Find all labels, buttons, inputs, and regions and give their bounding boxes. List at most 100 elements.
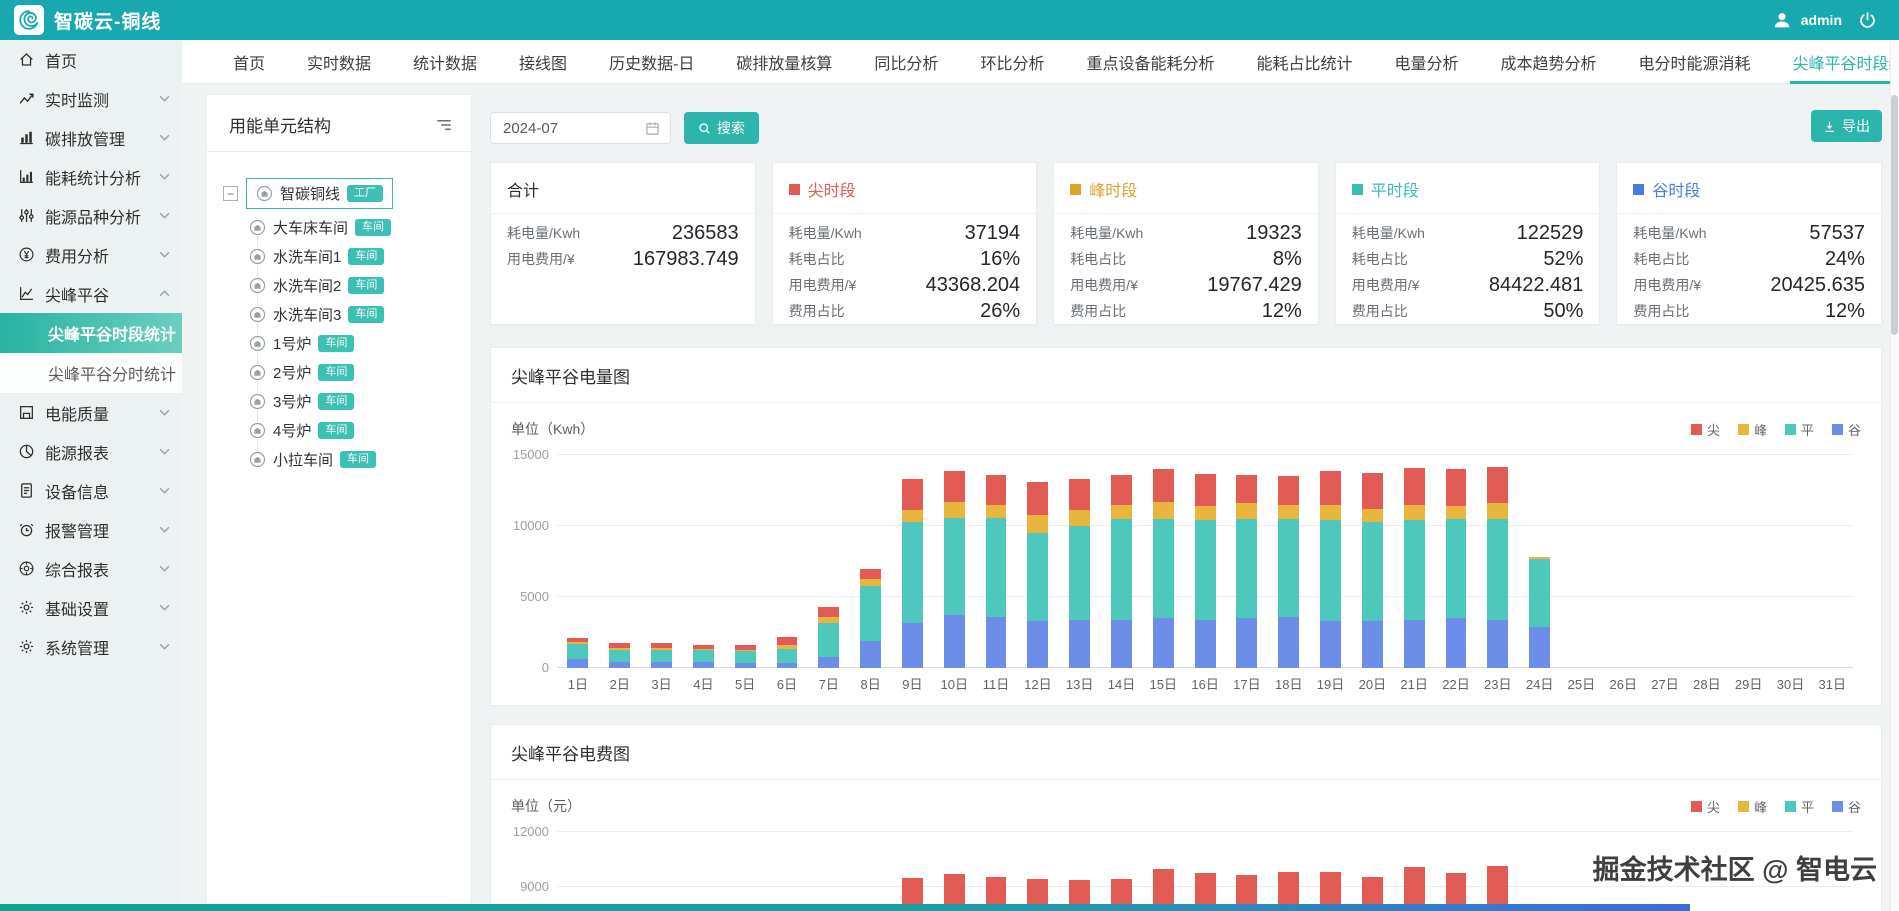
bar-day-27[interactable] [1644, 455, 1686, 668]
tab-1[interactable]: 首页 [233, 55, 266, 73]
bar-day-12[interactable] [1017, 455, 1059, 668]
sidebar-item-14[interactable]: 系统管理 [0, 627, 182, 666]
bar-day-5[interactable] [724, 455, 766, 668]
bar-day-4[interactable] [682, 455, 724, 668]
bar-day-31[interactable] [1811, 455, 1853, 668]
sidebar-item-12[interactable]: 综合报表 [0, 549, 182, 588]
user-menu[interactable]: admin [1771, 9, 1842, 31]
sidebar-item-7[interactable]: 尖峰平谷 [0, 274, 182, 313]
bar-day-19[interactable] [1310, 455, 1352, 668]
bar-day-2[interactable] [599, 832, 641, 911]
bar-day-19[interactable] [1310, 832, 1352, 911]
vertical-scrollbar[interactable] [1890, 40, 1899, 911]
tree-node[interactable]: 小拉车间 车间 [249, 445, 461, 474]
tree-node[interactable]: 水洗车间2 车间 [249, 271, 461, 300]
bar-day-10[interactable] [933, 455, 975, 668]
bar-day-29[interactable] [1728, 455, 1770, 668]
bar-day-11[interactable] [975, 832, 1017, 911]
tab-3[interactable]: 统计数据 [413, 55, 478, 73]
tab-10[interactable]: 能耗占比统计 [1256, 55, 1353, 73]
bar-day-9[interactable] [892, 832, 934, 911]
export-button[interactable]: 导出 [1811, 110, 1882, 142]
bar-day-25[interactable] [1561, 455, 1603, 668]
bar-day-14[interactable] [1101, 455, 1143, 668]
tab-6[interactable]: 碳排放量核算 [736, 55, 833, 73]
legend-item-峰[interactable]: 峰 [1737, 797, 1767, 816]
sidebar-item-3[interactable]: 碳排放管理 [0, 118, 182, 157]
tab-4[interactable]: 接线图 [519, 55, 568, 73]
tab-2[interactable]: 实时数据 [307, 55, 372, 73]
sidebar-item-9[interactable]: 能源报表 [0, 432, 182, 471]
tab-14[interactable]: 尖峰平谷时段统计 [1772, 40, 1899, 84]
tree-expander[interactable]: − [223, 186, 238, 201]
bar-day-4[interactable] [682, 832, 724, 911]
sidebar-item-8[interactable]: 电能质量 [0, 393, 182, 432]
bar-day-7[interactable] [808, 832, 850, 911]
sidebar-item-11[interactable]: 报警管理 [0, 510, 182, 549]
vertical-scrollbar-thumb[interactable] [1891, 95, 1898, 335]
sidebar-item-1[interactable]: 首页 [0, 40, 182, 79]
bar-day-1[interactable] [557, 832, 599, 911]
legend-item-谷[interactable]: 谷 [1831, 797, 1861, 816]
bar-day-2[interactable] [599, 455, 641, 668]
horizontal-scrollbar-thumb[interactable] [0, 904, 1690, 911]
bar-day-6[interactable] [766, 455, 808, 668]
tree-node[interactable]: 水洗车间3 车间 [249, 300, 461, 329]
legend-item-平[interactable]: 平 [1784, 420, 1814, 439]
bar-day-16[interactable] [1184, 832, 1226, 911]
search-button[interactable]: 搜索 [684, 112, 759, 144]
bar-day-20[interactable] [1351, 832, 1393, 911]
tree-node[interactable]: 4号炉 车间 [249, 416, 461, 445]
bar-day-22[interactable] [1435, 455, 1477, 668]
month-picker-input[interactable]: 2024-07 [490, 112, 671, 144]
tab-7[interactable]: 同比分析 [874, 55, 939, 73]
tab-8[interactable]: 环比分析 [980, 55, 1045, 73]
sidebar-item-6[interactable]: 费用分析 [0, 235, 182, 274]
bar-day-28[interactable] [1686, 455, 1728, 668]
sidebar-item-10[interactable]: 设备信息 [0, 471, 182, 510]
bar-day-24[interactable] [1519, 455, 1561, 668]
tree-root-node[interactable]: 智碳铜线 工厂 [246, 178, 394, 209]
sidebar-item-5[interactable]: 能源品种分析 [0, 196, 182, 235]
tree-node[interactable]: 水洗车间1 车间 [249, 242, 461, 271]
bar-day-10[interactable] [933, 832, 975, 911]
bar-day-11[interactable] [975, 455, 1017, 668]
bar-day-18[interactable] [1268, 832, 1310, 911]
bar-day-3[interactable] [641, 455, 683, 668]
logout-button[interactable] [1858, 11, 1877, 30]
tab-5[interactable]: 历史数据-日 [609, 55, 695, 73]
bar-day-23[interactable] [1477, 832, 1519, 911]
tree-node[interactable]: 2号炉 车间 [249, 358, 461, 387]
sidebar-item-2[interactable]: 实时监测 [0, 79, 182, 118]
bar-day-21[interactable] [1393, 455, 1435, 668]
sidebar-subitem[interactable]: 尖峰平谷时段统计 [0, 313, 182, 353]
bar-day-9[interactable] [892, 455, 934, 668]
sidebar-item-13[interactable]: 基础设置 [0, 588, 182, 627]
bar-day-3[interactable] [641, 832, 683, 911]
bar-day-21[interactable] [1393, 832, 1435, 911]
bar-day-13[interactable] [1059, 832, 1101, 911]
bar-day-7[interactable] [808, 455, 850, 668]
bar-day-14[interactable] [1101, 832, 1143, 911]
tab-11[interactable]: 电量分析 [1394, 55, 1459, 73]
bar-day-20[interactable] [1351, 455, 1393, 668]
bar-day-22[interactable] [1435, 832, 1477, 911]
legend-item-平[interactable]: 平 [1784, 797, 1814, 816]
tree-node[interactable]: 大车床车间 车间 [249, 213, 461, 242]
bar-day-15[interactable] [1142, 455, 1184, 668]
sidebar-item-4[interactable]: 能耗统计分析 [0, 157, 182, 196]
bar-day-8[interactable] [850, 455, 892, 668]
bar-day-17[interactable] [1226, 455, 1268, 668]
legend-item-尖[interactable]: 尖 [1690, 420, 1720, 439]
collapse-filter-icon[interactable] [435, 116, 453, 134]
bar-day-8[interactable] [850, 832, 892, 911]
sidebar-subitem[interactable]: 尖峰平谷分时统计 [48, 367, 177, 384]
tree-node[interactable]: 3号炉 车间 [249, 387, 461, 416]
legend-item-尖[interactable]: 尖 [1690, 797, 1720, 816]
bar-day-26[interactable] [1602, 455, 1644, 668]
tab-9[interactable]: 重点设备能耗分析 [1086, 55, 1215, 73]
bar-day-18[interactable] [1268, 455, 1310, 668]
bar-day-30[interactable] [1770, 455, 1812, 668]
bar-day-13[interactable] [1059, 455, 1101, 668]
bar-day-6[interactable] [766, 832, 808, 911]
